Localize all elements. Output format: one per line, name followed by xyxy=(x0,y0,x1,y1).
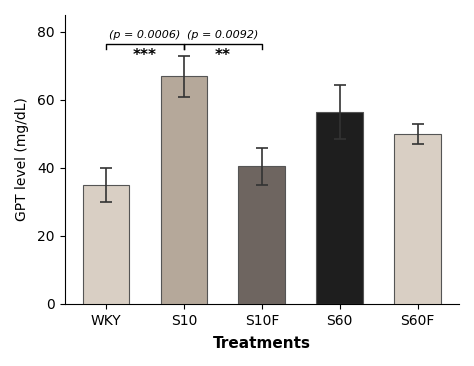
Y-axis label: GPT level (mg/dL): GPT level (mg/dL) xyxy=(15,97,29,221)
Text: (p = 0.0006): (p = 0.0006) xyxy=(109,30,181,41)
Bar xyxy=(238,166,285,304)
Text: (p = 0.0092): (p = 0.0092) xyxy=(187,30,258,41)
Text: ***: *** xyxy=(133,48,157,63)
Bar xyxy=(394,134,441,304)
Bar xyxy=(316,112,363,304)
Bar xyxy=(161,76,207,304)
Bar xyxy=(82,185,129,304)
Text: **: ** xyxy=(215,48,231,63)
X-axis label: Treatments: Treatments xyxy=(213,336,311,351)
